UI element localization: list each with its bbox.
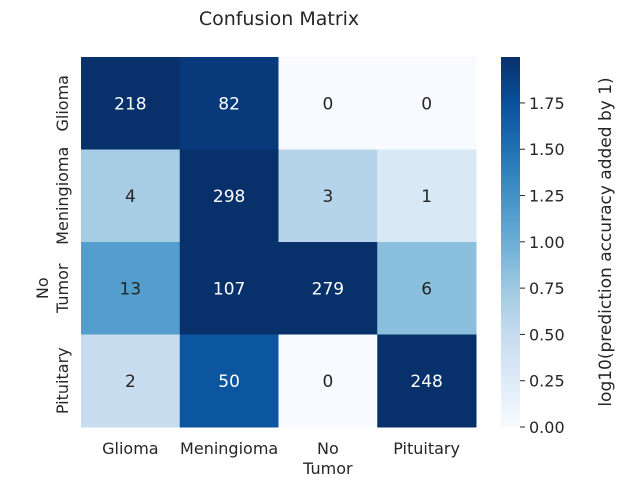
heatmap-cell <box>81 334 181 428</box>
heatmap-cell <box>377 334 477 428</box>
y-tick-label: Meningioma <box>53 147 72 245</box>
heatmap-cell <box>179 334 279 428</box>
cell-value-label: 13 <box>120 279 142 299</box>
heatmap-cell <box>377 149 477 243</box>
colorbar-label: log10(prediction accuracy added by 1) <box>596 77 616 406</box>
colorbar-gradient <box>501 57 520 427</box>
colorbar-tick-label: 1.50 <box>529 140 565 159</box>
cell-value-label: 0 <box>322 372 333 392</box>
x-tick-label: Meningioma <box>180 439 278 458</box>
heatmap-cell <box>278 57 378 150</box>
heatmap-cell <box>179 242 279 335</box>
x-tick-label: Glioma <box>102 439 158 458</box>
cell-value-label: 279 <box>312 279 344 299</box>
heatmap-cell <box>179 57 279 150</box>
y-tick-labels: Glioma Meningioma NoTumor Pituitary <box>33 75 72 414</box>
colorbar-tick-label: 0.75 <box>529 279 565 298</box>
heatmap-annotations: 218 82 0 0 4 298 3 1 13 107 279 6 2 50 0 248 <box>114 94 443 392</box>
colorbar-tick-label: 1.25 <box>529 187 565 206</box>
heatmap-cell <box>377 242 477 335</box>
cell-value-label: 50 <box>218 372 240 392</box>
cell-value-label: 298 <box>213 187 245 207</box>
cell-value-label: 218 <box>114 94 146 114</box>
heatmap-cell <box>81 242 181 335</box>
heatmap-cell <box>81 149 181 243</box>
cell-value-label: 1 <box>421 187 432 207</box>
cell-value-label: 4 <box>125 187 136 207</box>
heatmap-cell <box>179 149 279 243</box>
colorbar-tick-label: 1.75 <box>529 94 565 113</box>
x-tick-labels: Glioma Meningioma No Tumor Pituitary <box>102 439 460 478</box>
colorbar-tick-label: 1.00 <box>529 233 565 252</box>
colorbar-tick-label: 0.00 <box>529 418 565 437</box>
heatmap-cell <box>81 57 181 150</box>
heatmap-cell <box>278 149 378 243</box>
y-tick-label: Pituitary <box>53 347 72 414</box>
colorbar: 0.00 0.25 0.50 0.75 1.00 1.25 1.50 1.75 <box>501 57 565 437</box>
x-tick-label: No Tumor <box>302 439 353 478</box>
cell-value-label: 0 <box>421 94 432 114</box>
chart-title: Confusion Matrix <box>199 8 359 30</box>
heatmap-cell <box>278 242 378 335</box>
heatmap-cell <box>278 334 378 428</box>
cell-value-label: 0 <box>322 94 333 114</box>
colorbar-tick-label: 0.25 <box>529 372 565 391</box>
heatmap-cells <box>81 57 477 428</box>
colorbar-tick-label: 0.50 <box>529 325 565 344</box>
cell-value-label: 82 <box>218 94 240 114</box>
y-tick-label: Glioma <box>53 75 72 131</box>
x-tick-label: Pituitary <box>393 439 460 458</box>
cell-value-label: 2 <box>125 372 136 392</box>
cell-value-label: 248 <box>410 372 442 392</box>
cell-value-label: 6 <box>421 279 432 299</box>
cell-value-label: 107 <box>213 279 245 299</box>
heatmap-cell <box>377 57 477 150</box>
cell-value-label: 3 <box>322 187 333 207</box>
y-tick-label: NoTumor <box>33 263 72 314</box>
